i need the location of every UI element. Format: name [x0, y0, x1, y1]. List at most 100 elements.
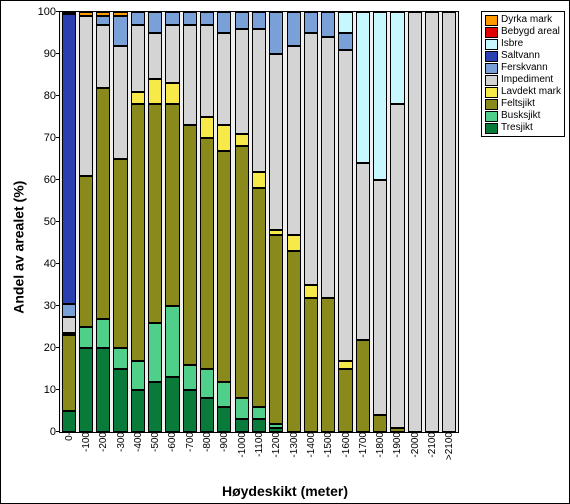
bar-segment: [200, 369, 214, 398]
chart-container: Andel av arealet (%) 0102030405060708090…: [0, 0, 570, 504]
bar-segment: [304, 12, 318, 33]
bar-segment: [373, 415, 387, 432]
x-tick-label: -1900: [392, 432, 403, 460]
bar-segment: [287, 46, 301, 235]
x-tick-label: -2100: [427, 432, 438, 460]
bar-segment: [200, 138, 214, 369]
bar-segment: [96, 319, 110, 348]
bar-segment: [321, 12, 335, 37]
bar-segment: [183, 125, 197, 364]
bar-segment: [96, 16, 110, 24]
bar: [62, 12, 76, 432]
bar-segment: [217, 382, 231, 407]
bar-segment: [287, 235, 301, 252]
legend-swatch: [485, 63, 498, 74]
bar-segment: [252, 29, 266, 172]
legend-label: Ferskvann: [501, 62, 548, 74]
x-tick-label: -100: [81, 432, 92, 454]
y-tick-label: 90: [44, 48, 60, 60]
bar-segment: [79, 348, 93, 432]
x-tick-label: -600: [167, 432, 178, 454]
legend-swatch: [485, 99, 498, 110]
bar-segment: [269, 424, 283, 428]
bar-segment: [425, 12, 439, 432]
legend-label: Tresjikt: [501, 122, 533, 134]
x-tick-label: -1400: [306, 432, 317, 460]
bar-segment: [338, 33, 352, 50]
bar-segment: [62, 333, 76, 335]
bar-segment: [304, 285, 318, 298]
bar-segment: [165, 104, 179, 306]
bar-segment: [113, 369, 127, 432]
legend-swatch: [485, 87, 498, 98]
bar-segment: [269, 235, 283, 424]
bar-segment: [373, 180, 387, 415]
legend-item: Ferskvann: [485, 62, 561, 74]
bar-segment: [165, 12, 179, 25]
bar: [165, 12, 179, 432]
bar-segment: [252, 419, 266, 432]
y-tick-label: 100: [38, 6, 60, 18]
bar-segment: [235, 29, 249, 134]
x-tick-label: -1500: [323, 432, 334, 460]
bar-segment: [183, 365, 197, 390]
y-tick-label: 60: [44, 174, 60, 186]
bar-segment: [338, 12, 352, 33]
x-tick-label: -1700: [358, 432, 369, 460]
bar-segment: [321, 298, 335, 432]
bar: [96, 12, 110, 432]
legend: Dyrka markBebygd arealIsbreSaltvannFersk…: [481, 11, 565, 137]
bar-segment: [200, 12, 214, 25]
bar-segment: [131, 25, 145, 92]
x-tick-label: -800: [202, 432, 213, 454]
bar-segment: [79, 327, 93, 348]
bar-segment: [217, 125, 231, 150]
x-tick-label: -1100: [254, 432, 265, 459]
legend-label: Bebygd areal: [501, 26, 560, 38]
bar-segment: [79, 176, 93, 327]
y-tick-mark: [56, 347, 60, 348]
bar-segment: [62, 12, 76, 14]
bar-segment: [235, 398, 249, 419]
bar-segment: [235, 146, 249, 398]
legend-item: Feltsjikt: [485, 98, 561, 110]
y-tick-mark: [56, 305, 60, 306]
legend-label: Feltsjikt: [501, 98, 535, 110]
bar-segment: [62, 317, 76, 334]
bar-segment: [442, 12, 456, 432]
bar-segment: [338, 361, 352, 369]
bar-segment: [235, 419, 249, 432]
bar-segment: [183, 12, 197, 25]
x-tick-label: -400: [133, 432, 144, 454]
x-tick-label: 0-: [64, 432, 75, 443]
bar-segment: [96, 348, 110, 432]
bar: [252, 12, 266, 432]
bar-segment: [96, 88, 110, 319]
bar: [217, 12, 231, 432]
y-tick-label: 10: [44, 384, 60, 396]
bar: [373, 12, 387, 432]
y-tick-mark: [56, 431, 60, 432]
bar-segment: [287, 251, 301, 432]
bar-segment: [321, 37, 335, 297]
bar-segment: [148, 104, 162, 322]
legend-swatch: [485, 123, 498, 134]
x-tick-label: -200: [98, 432, 109, 454]
bar-segment: [304, 33, 318, 285]
bar-segment: [148, 79, 162, 104]
bar-segment: [200, 25, 214, 117]
bar-segment: [287, 12, 301, 46]
bar-segment: [235, 134, 249, 147]
bar: [113, 12, 127, 432]
bar-segment: [62, 335, 76, 411]
bar-segment: [269, 12, 283, 54]
x-tick-label: -500: [150, 432, 161, 454]
legend-item: Saltvann: [485, 50, 561, 62]
legend-swatch: [485, 39, 498, 50]
legend-label: Isbre: [501, 38, 523, 50]
bar-segment: [113, 12, 127, 16]
legend-swatch: [485, 51, 498, 62]
bar-segment: [148, 12, 162, 33]
bar-segment: [148, 323, 162, 382]
bar-segment: [165, 377, 179, 432]
